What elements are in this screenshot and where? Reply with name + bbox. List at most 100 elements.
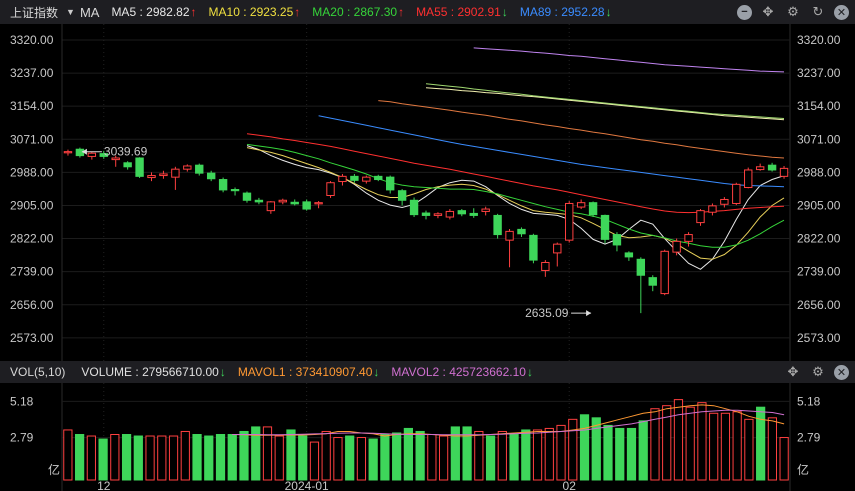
volume-bar	[568, 418, 578, 481]
minimize-icon[interactable]: −	[737, 4, 752, 20]
candle-body	[541, 261, 550, 271]
volume-bar	[474, 430, 484, 481]
volume-bar	[192, 434, 202, 481]
price-panel-header: 上证指数 ▼ MA MA5 : 2982.82↑ MA10 : 2923.25↑ M…	[0, 0, 855, 24]
settings-icon[interactable]: ⚙	[787, 4, 799, 19]
volume-bar	[485, 435, 496, 481]
candle	[278, 198, 287, 205]
volume-chart[interactable]: 5.18 5.18 2.79 2.79 亿 亿 12 2024-01 02	[0, 383, 855, 491]
volume-bar	[215, 434, 226, 481]
candle-body	[266, 201, 276, 212]
candle	[385, 175, 395, 194]
move-icon[interactable]: ✥	[787, 364, 799, 379]
candle-body	[350, 175, 359, 181]
candle	[290, 199, 299, 206]
ma-line-ma10	[246, 147, 785, 260]
candle-body	[159, 173, 168, 177]
ma-value: 2982.82	[146, 5, 190, 19]
candle	[123, 161, 132, 170]
volume-bar	[415, 430, 425, 481]
candle	[135, 157, 144, 178]
ma-label: MA10	[208, 5, 240, 19]
y-tick-label-right: 5.18	[797, 394, 821, 408]
candle-body	[696, 210, 705, 224]
move-icon[interactable]: ✥	[762, 4, 774, 19]
volume-bar	[157, 435, 167, 481]
volume-bar	[63, 429, 73, 481]
candle-body	[397, 190, 407, 201]
volume-bar	[579, 414, 590, 481]
candle-body	[87, 152, 97, 157]
volume-bar	[603, 424, 613, 481]
ma-line-ma144	[378, 100, 785, 159]
volume-bar	[709, 412, 719, 481]
candle	[314, 201, 323, 209]
y-tick-label-right: 2822.00	[797, 232, 841, 246]
candle	[171, 166, 180, 190]
candle-body	[99, 153, 108, 157]
y-tick-label-right: 2905.00	[797, 198, 841, 212]
candle	[242, 191, 252, 203]
unit-label-right: 亿	[797, 462, 809, 477]
volume-bar	[204, 435, 214, 481]
candle	[684, 232, 693, 247]
volume-bar	[380, 434, 390, 481]
price-chart[interactable]: 3320.00 3320.00 3237.00 3237.00 3154.00 3154.…	[0, 24, 855, 361]
ma-value: 2923.25	[249, 5, 294, 19]
volume-bar	[732, 411, 742, 481]
candle-body	[529, 234, 538, 261]
mavol2-value: MAVOL2 : 425723662.10↓	[391, 365, 533, 379]
volume-bar	[532, 429, 543, 481]
candle	[266, 201, 276, 214]
candle	[218, 177, 228, 193]
ma-legend-item-ma55: MA55 : 2902.91↓	[416, 5, 508, 19]
refresh-icon[interactable]: ↻	[812, 4, 824, 19]
candle	[445, 209, 455, 220]
ma-line-ma520	[473, 47, 785, 73]
volume-bar	[110, 434, 120, 481]
volume-bar	[298, 435, 308, 481]
candle-body	[409, 199, 419, 216]
y-tick-label-right: 2988.00	[797, 165, 841, 179]
y-tick-label-left: 3320.00	[10, 33, 54, 47]
candle-body	[755, 166, 765, 171]
volume-bar	[615, 427, 625, 481]
candle	[576, 199, 586, 210]
candle-body	[684, 234, 693, 242]
candle	[421, 210, 431, 220]
ma-legend-item-ma89: MA89 : 2952.28↓	[519, 5, 612, 19]
annotation-arrowhead	[586, 310, 592, 317]
volume-bar	[638, 420, 648, 481]
settings-icon[interactable]: ⚙	[812, 364, 824, 379]
ma-legend-item-ma5: MA5 : 2982.82↑	[111, 5, 197, 19]
volume-bar	[462, 426, 472, 481]
candle	[374, 174, 383, 182]
volume-bar	[309, 441, 320, 481]
volume-bar	[744, 418, 754, 481]
candle-body	[111, 157, 120, 161]
ma-line-ma250	[425, 83, 785, 119]
chart-mode-dropdown[interactable]: ▼ MA	[66, 3, 99, 21]
trend-down-icon: ↓	[605, 5, 612, 19]
candle	[505, 228, 514, 268]
ma-legend-item-ma10: MA10 : 2923.25↑	[208, 5, 301, 19]
unit-label-left: 亿	[48, 462, 60, 477]
close-icon[interactable]: ✕	[834, 364, 849, 380]
ma-label: MA5	[111, 5, 137, 19]
volume-bar	[521, 429, 531, 481]
y-tick-label-left: 2573.00	[10, 331, 54, 345]
candle	[541, 260, 550, 277]
close-icon[interactable]: ✕	[834, 4, 849, 20]
candle	[183, 164, 192, 172]
y-tick-label-left: 3237.00	[10, 66, 54, 80]
candle-body	[469, 212, 478, 216]
volume-bar	[673, 399, 684, 481]
candle	[767, 162, 777, 172]
candle-body	[147, 175, 156, 179]
volume-bar	[662, 405, 672, 481]
y-tick-label-right: 2656.00	[797, 298, 841, 312]
ma-line-ma5	[246, 145, 785, 270]
volume-bar	[274, 435, 284, 481]
y-tick-label-right: 2.79	[797, 431, 821, 445]
y-tick-label-left: 2.79	[10, 431, 34, 445]
